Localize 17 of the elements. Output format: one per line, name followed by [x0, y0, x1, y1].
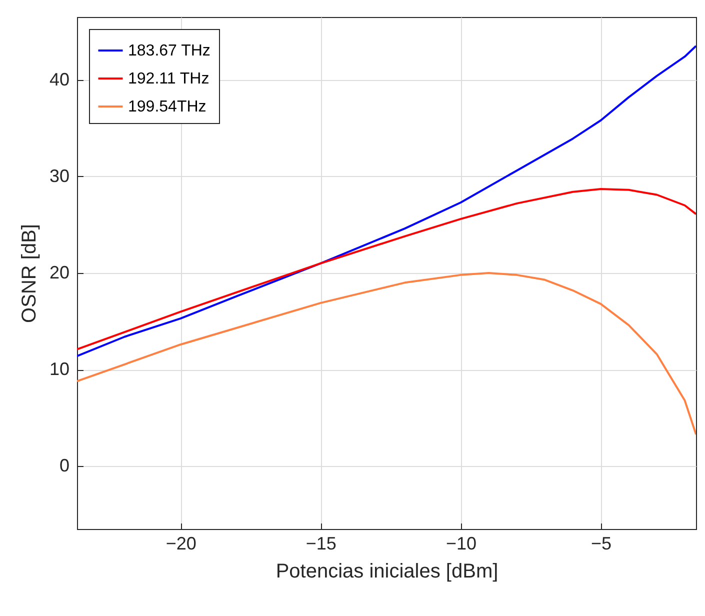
y-axis-title: OSNR [dB] — [18, 224, 40, 323]
x-tick-label: −10 — [446, 534, 476, 554]
x-axis-title: Potencias iniciales [dBm] — [276, 560, 498, 582]
x-tick-label: −15 — [306, 534, 336, 554]
legend-label: 183.67 THz — [128, 42, 210, 60]
line-series — [77, 272, 696, 436]
y-tick-label: 10 — [49, 359, 70, 380]
x-tick-label: −20 — [166, 534, 196, 554]
legend-label: 192.11 THz — [128, 70, 210, 88]
y-tick-label: 40 — [49, 69, 70, 90]
y-tick-label: 0 — [59, 456, 70, 476]
line-series — [77, 44, 696, 358]
y-tick-label: 20 — [49, 262, 70, 282]
y-tick-label: 30 — [49, 166, 70, 186]
line-series — [77, 188, 696, 350]
x-tick-label: −5 — [591, 534, 612, 554]
legend-label: 199.54THz — [128, 98, 206, 116]
